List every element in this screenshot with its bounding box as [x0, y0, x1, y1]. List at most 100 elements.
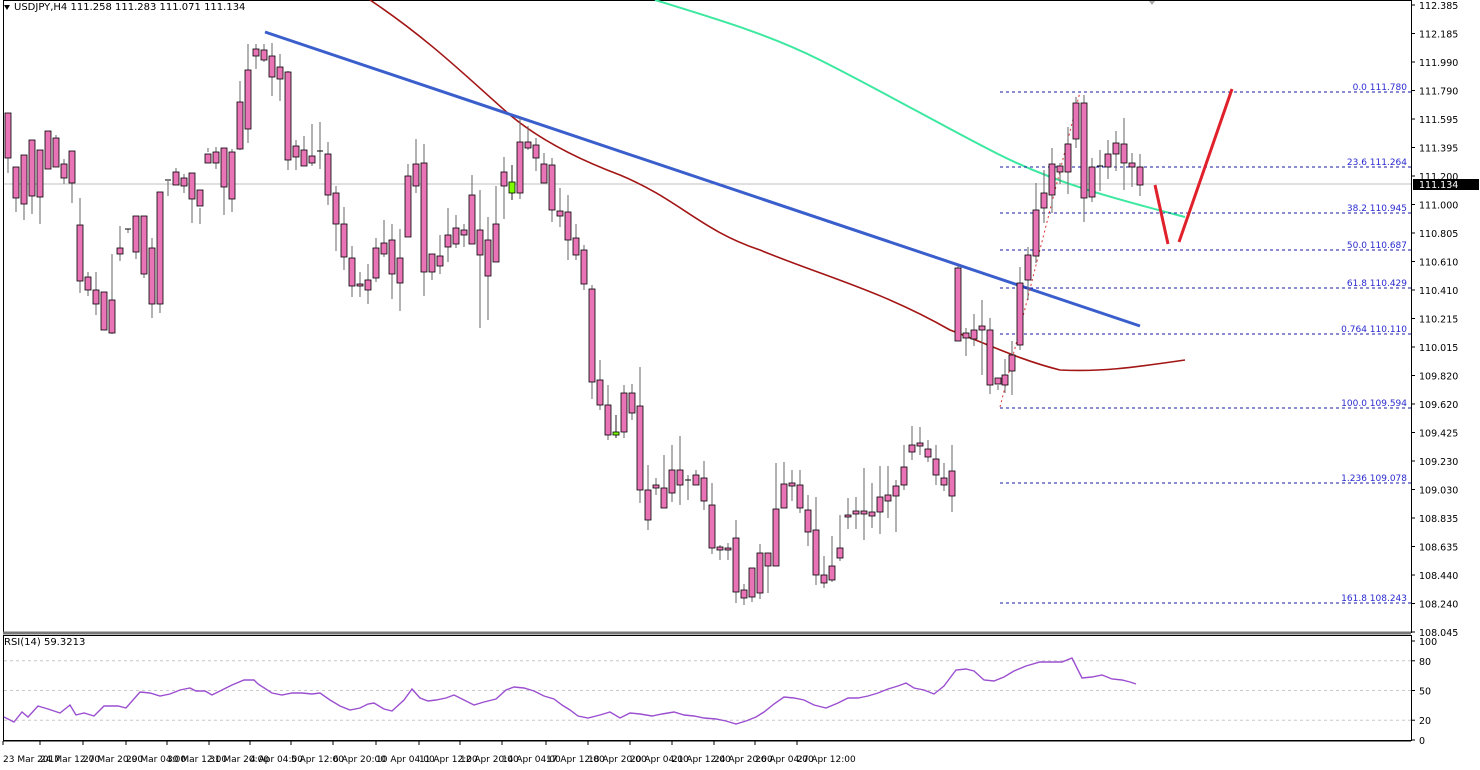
candle-bear: [884, 494, 892, 502]
candle-bear: [44, 130, 52, 170]
candle-bear: [460, 229, 468, 236]
candle-bear: [772, 508, 780, 567]
candle-bear: [396, 257, 404, 284]
time-tick-label: 11 Apr 12:00: [419, 755, 478, 765]
descending-trendline[interactable]: [264, 30, 1141, 328]
candle-bear: [180, 177, 188, 187]
candle-bear: [300, 149, 308, 167]
candle-bear: [978, 325, 986, 331]
price-tick-label: 109.425: [1419, 429, 1458, 440]
candle-bear: [268, 55, 276, 78]
candle-bear: [692, 474, 700, 486]
candle-bear: [196, 189, 204, 207]
candle-bear: [588, 288, 596, 383]
shift-marker-icon[interactable]: [1149, 1, 1155, 5]
candle-bear: [962, 332, 970, 339]
candle-bear: [524, 141, 532, 149]
price-tick-label: 110.805: [1419, 229, 1458, 240]
candle-bear: [228, 151, 236, 200]
current-price-badge: [1413, 179, 1479, 190]
candle-bear: [1024, 254, 1032, 281]
candle-bear: [892, 485, 900, 497]
candle-bear: [948, 470, 956, 497]
time-tick-label: 21 Apr 12:00: [672, 755, 731, 765]
candle-bear: [804, 509, 812, 533]
candle-bear: [788, 482, 796, 487]
candle-bear: [116, 247, 124, 255]
candle-bear: [1001, 374, 1009, 386]
candle-bear: [844, 514, 852, 518]
candle-bear: [732, 537, 740, 593]
candle-bear: [332, 192, 340, 225]
candle-bear: [748, 567, 756, 598]
candle-bear: [132, 215, 140, 253]
time-tick-label: 20 Apr 04:00: [630, 755, 689, 765]
price-tick-label: 109.230: [1419, 457, 1458, 468]
candle-bear: [348, 257, 356, 287]
candle-bear: [812, 529, 820, 576]
rsi-tick-label: 20: [1419, 716, 1431, 727]
candle-bear: [940, 477, 948, 486]
candle-bear: [308, 155, 316, 164]
candle-bear: [740, 589, 748, 599]
time-tick-label: 12 Apr 20:00: [460, 755, 519, 765]
fib-level-label: 100.0 109.594: [1341, 399, 1407, 409]
candle-bear: [356, 283, 364, 287]
candle-bear: [900, 466, 908, 486]
candle-bear: [564, 211, 572, 241]
time-tick-label: 6 Apr 20:00: [333, 755, 386, 765]
candle-bear: [140, 215, 148, 275]
candle-bear: [492, 223, 500, 263]
price-tick-label: 110.215: [1419, 315, 1458, 326]
candle-bear: [4, 112, 12, 159]
candle-bear: [28, 139, 36, 197]
candle-bear: [252, 48, 260, 57]
candle-bear: [1016, 282, 1024, 346]
candle-bear: [1008, 354, 1016, 372]
candle-bear: [92, 289, 100, 305]
candle-bear: [236, 101, 244, 150]
time-tick-label: 27 Apr 12:00: [797, 755, 856, 765]
fib-level-label: 0.764 110.110: [1341, 325, 1407, 335]
candle-bear: [700, 477, 708, 502]
candle-bear: [1072, 102, 1080, 140]
candle-bear: [756, 552, 764, 594]
time-tick-label: 18 Apr 20:00: [588, 755, 647, 765]
candle-bear: [970, 329, 978, 340]
candle-bear: [388, 239, 396, 275]
candle-bear: [780, 483, 788, 509]
candle-bear: [852, 510, 860, 515]
candle-bear: [1112, 142, 1120, 155]
time-tick-label: 17 Apr 12:00: [546, 755, 605, 765]
candle-bear: [516, 141, 524, 194]
time-tick-label: 27 Mar 20:00: [83, 755, 143, 765]
candle-bear: [994, 377, 1002, 385]
time-tick-label: 5 Apr 12:00: [291, 755, 344, 765]
candle-bear: [668, 469, 676, 494]
time-tick-label: 30 Mar 12:00: [167, 755, 227, 765]
price-tick-label: 111.990: [1419, 58, 1458, 69]
candle-bear: [876, 496, 884, 513]
candle-bear: [324, 153, 332, 196]
price-tick-label: 112.385: [1419, 1, 1458, 12]
candle-bear: [636, 405, 644, 491]
candle-bear: [868, 511, 876, 517]
candle-bear: [340, 223, 348, 258]
candle-bear: [908, 444, 916, 453]
candle-bear: [108, 299, 116, 334]
time-tick-label: 14 Apr 04:00: [502, 755, 561, 765]
candle-bear: [716, 546, 724, 551]
fib-level-label: 161.8 108.243: [1341, 594, 1407, 604]
price-tick-label: 108.045: [1419, 628, 1458, 639]
candle-bear: [796, 484, 804, 509]
candle-bear: [540, 163, 548, 184]
candle-bull: [612, 431, 620, 436]
main-pane-frame: [3, 0, 1412, 633]
candle-bear: [292, 145, 300, 158]
candle-bear: [436, 255, 444, 267]
rsi-tick-label: 100: [1419, 637, 1437, 648]
candle-bear: [620, 392, 628, 433]
symbol-dropdown-icon[interactable]: [4, 5, 10, 10]
